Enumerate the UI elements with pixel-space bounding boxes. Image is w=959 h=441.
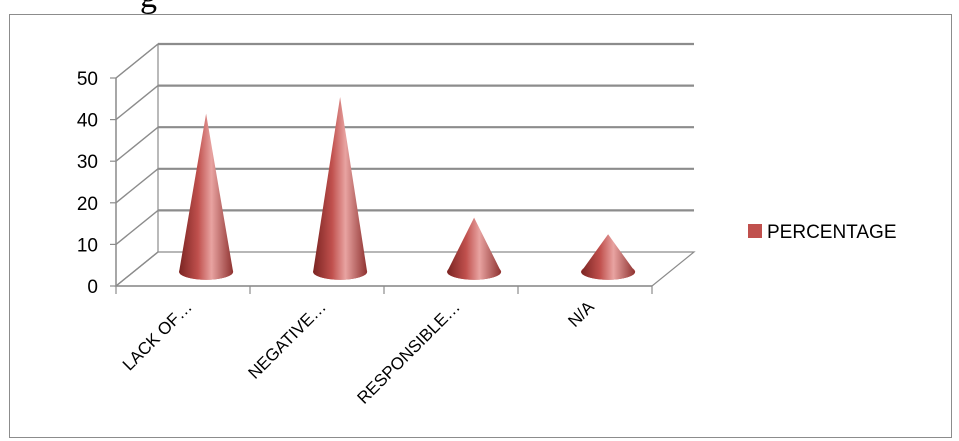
gridline-diag-20 — [115, 168, 159, 204]
gridline-diag-40 — [115, 85, 159, 121]
page-title-fragment: g — [0, 0, 959, 18]
x-axis-category-labels: LACK OF… NEGATIVE… RESPONSIBLE… N/A — [119, 297, 598, 408]
legend: PERCENTAGE — [748, 222, 897, 243]
cone-body — [179, 113, 234, 280]
y-axis-tick-labels: 0 10 20 30 40 50 — [77, 69, 116, 298]
axes — [115, 78, 653, 294]
gridlines — [115, 42, 694, 287]
page-title-text: g — [140, 0, 157, 16]
legend-swatch — [748, 224, 762, 238]
legend-label: PERCENTAGE — [767, 222, 897, 243]
cone-body — [313, 97, 368, 280]
y-tick-label: 0 — [87, 277, 98, 298]
y-tick-label: 10 — [77, 235, 98, 256]
cone-body — [581, 234, 636, 280]
cone-1 — [313, 97, 368, 280]
cone-3 — [581, 234, 636, 280]
cone-0 — [179, 113, 234, 280]
x-category-label: RESPONSIBLE… — [354, 297, 464, 407]
cone-body — [447, 217, 502, 280]
y-tick-label: 30 — [77, 152, 98, 173]
x-category-label: N/A — [564, 297, 598, 331]
cone-2 — [447, 217, 502, 280]
y-tick-label: 40 — [77, 111, 98, 132]
side-wall — [115, 42, 159, 288]
y-tick-label: 50 — [77, 69, 98, 90]
x-category-label: LACK OF… — [119, 297, 196, 374]
gridline-diag-30 — [115, 126, 159, 162]
gridline-diag-50 — [115, 43, 159, 79]
gridline-diag-10 — [115, 209, 159, 245]
y-tick-label: 20 — [77, 194, 98, 215]
x-category-label: NEGATIVE… — [244, 297, 329, 382]
gridline-diag-0 — [115, 251, 159, 287]
cone-marks — [179, 97, 636, 280]
